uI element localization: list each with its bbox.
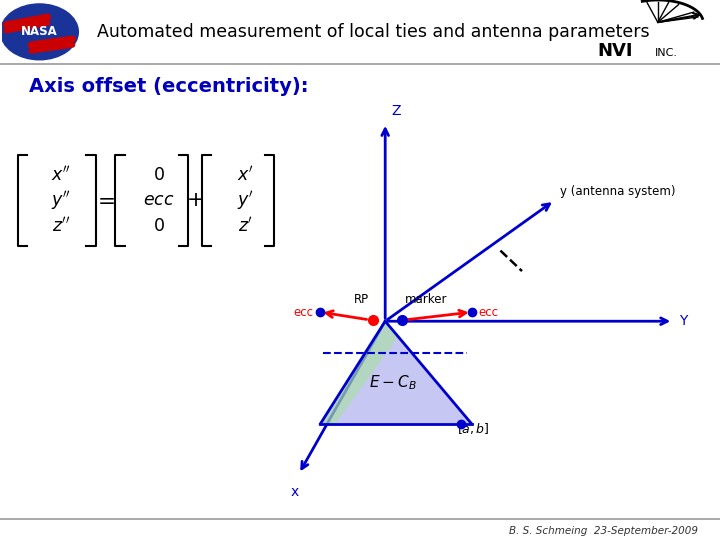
Text: $x'$: $x'$	[237, 166, 254, 185]
Text: Automated measurement of local ties and antenna parameters: Automated measurement of local ties and …	[97, 23, 650, 41]
Text: $x''$: $x''$	[51, 166, 71, 185]
Text: NVI: NVI	[597, 42, 632, 60]
Text: $+$: $+$	[186, 191, 204, 211]
Text: $0$: $0$	[153, 166, 165, 184]
Text: Z: Z	[391, 104, 400, 118]
Text: ecc: ecc	[479, 306, 499, 319]
Text: $ecc$: $ecc$	[143, 192, 175, 210]
Text: $y''$: $y''$	[51, 189, 71, 212]
Text: B. S. Schmeing  23-September-2009: B. S. Schmeing 23-September-2009	[510, 526, 698, 536]
Text: $E - C_B$: $E - C_B$	[369, 373, 416, 392]
Text: x: x	[291, 485, 300, 500]
Circle shape	[1, 4, 78, 60]
Text: $=$: $=$	[94, 191, 115, 211]
Text: $0$: $0$	[153, 217, 165, 234]
Text: $z''$: $z''$	[52, 216, 71, 235]
Text: NASA: NASA	[21, 25, 58, 38]
Text: Y: Y	[679, 314, 688, 328]
Text: ecc: ecc	[293, 306, 313, 319]
Polygon shape	[320, 321, 472, 424]
Text: y (antenna system): y (antenna system)	[560, 185, 675, 198]
Text: $y'$: $y'$	[237, 189, 254, 212]
Text: $[a,b]$: $[a,b]$	[457, 422, 490, 436]
Circle shape	[8, 9, 71, 55]
Text: marker: marker	[405, 293, 448, 306]
Polygon shape	[320, 321, 398, 424]
Text: $z'$: $z'$	[238, 216, 253, 235]
Text: RP: RP	[354, 293, 369, 306]
Text: INC.: INC.	[655, 48, 678, 58]
Text: Axis offset (eccentricity):: Axis offset (eccentricity):	[29, 77, 308, 97]
